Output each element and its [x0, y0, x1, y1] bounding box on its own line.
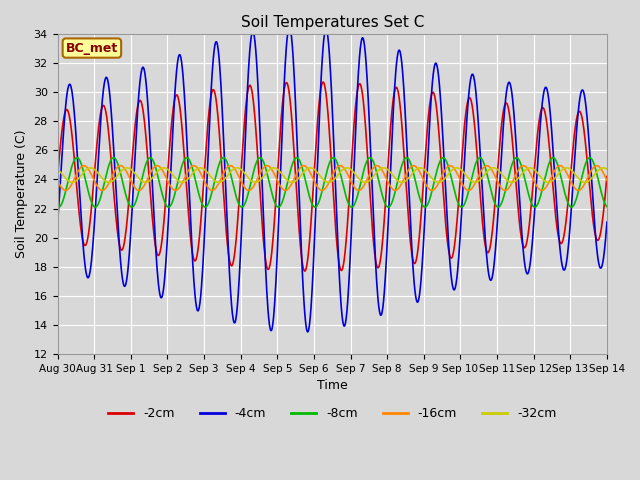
-32cm [419, 166, 426, 171]
Text: BC_met: BC_met [66, 42, 118, 55]
-32cm [270, 165, 278, 171]
Line: -32cm: -32cm [58, 168, 607, 182]
-16cm [603, 178, 611, 183]
-2cm [237, 166, 245, 171]
-4cm [539, 99, 547, 105]
-2cm [54, 174, 61, 180]
-2cm [163, 188, 170, 194]
-2cm [419, 198, 426, 204]
-8cm [490, 196, 497, 202]
-16cm [116, 163, 124, 168]
X-axis label: Time: Time [317, 379, 348, 392]
-4cm [285, 24, 293, 30]
-8cm [417, 200, 425, 205]
Line: -8cm: -8cm [58, 157, 607, 207]
-2cm [539, 105, 547, 110]
Y-axis label: Soil Temperature (C): Soil Temperature (C) [15, 130, 28, 258]
-4cm [176, 52, 184, 58]
-32cm [54, 167, 61, 172]
-8cm [531, 204, 539, 210]
-8cm [54, 204, 61, 210]
-32cm [163, 166, 170, 171]
-4cm [54, 222, 61, 228]
-2cm [176, 103, 184, 109]
-16cm [238, 180, 246, 186]
-16cm [419, 174, 426, 180]
-4cm [304, 329, 312, 335]
-16cm [177, 183, 184, 189]
-8cm [163, 203, 170, 208]
-4cm [603, 219, 611, 225]
-16cm [539, 187, 547, 193]
Line: -4cm: -4cm [58, 27, 607, 332]
-32cm [237, 167, 245, 172]
-8cm [237, 204, 245, 210]
-4cm [237, 235, 245, 241]
-32cm [490, 165, 498, 171]
-16cm [163, 177, 171, 182]
-32cm [539, 176, 547, 182]
-8cm [603, 204, 611, 210]
-2cm [490, 212, 498, 218]
-2cm [319, 79, 327, 85]
-4cm [163, 252, 170, 258]
-2cm [301, 268, 308, 274]
-32cm [176, 179, 184, 185]
Line: -2cm: -2cm [58, 82, 607, 271]
-32cm [603, 167, 611, 172]
-8cm [549, 155, 557, 160]
-4cm [490, 263, 498, 269]
-16cm [54, 178, 61, 183]
-8cm [176, 171, 184, 177]
Line: -16cm: -16cm [58, 166, 607, 191]
-16cm [490, 171, 498, 177]
-32cm [288, 180, 296, 185]
-4cm [419, 262, 426, 268]
Legend: -2cm, -4cm, -8cm, -16cm, -32cm: -2cm, -4cm, -8cm, -16cm, -32cm [103, 402, 561, 425]
Title: Soil Temperatures Set C: Soil Temperatures Set C [241, 15, 424, 30]
-16cm [135, 188, 143, 193]
-2cm [603, 174, 611, 180]
-8cm [538, 188, 546, 193]
